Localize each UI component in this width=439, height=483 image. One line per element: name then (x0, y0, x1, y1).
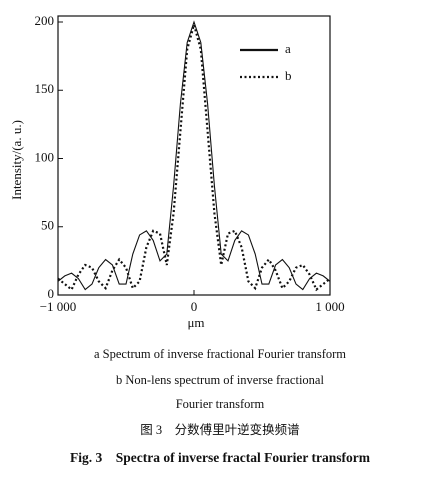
y-tick-label: 150 (35, 81, 55, 96)
x-axis-label: μm (187, 315, 204, 330)
y-tick-label: 100 (35, 149, 55, 164)
y-tick-label: 200 (35, 13, 55, 28)
x-tick-label: −1 000 (40, 299, 77, 314)
plot-frame (57, 15, 331, 296)
caption: b Non-lens spectrum of inverse fractiona… (116, 373, 324, 387)
caption: Fourier transform (176, 397, 265, 411)
caption: a Spectrum of inverse fractional Fourier… (94, 347, 346, 361)
figure-title: Fig. 3 Spectra of inverse fractal Fourie… (70, 450, 371, 465)
caption: 图 3 分数傅里叶逆变换频谱 (140, 422, 299, 437)
y-axis-label: Intensity/(a. u.) (9, 120, 24, 200)
series-line (57, 20, 331, 292)
x-tick-label: 1 000 (315, 299, 344, 314)
legend-label: a (285, 41, 291, 56)
x-tick-label: 0 (191, 299, 198, 314)
y-tick-label: 0 (48, 286, 55, 301)
y-tick-label: 50 (41, 218, 54, 233)
legend-label: b (285, 68, 292, 83)
series-line (57, 20, 331, 291)
